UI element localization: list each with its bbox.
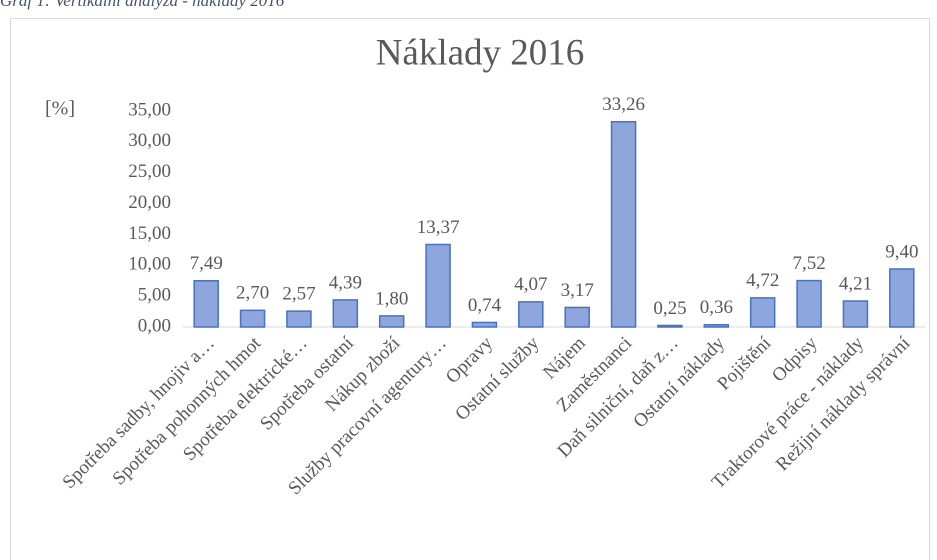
data-label: 4,72 xyxy=(746,270,779,291)
bar xyxy=(889,268,915,328)
y-tick-label: 30,00 xyxy=(128,130,171,151)
y-tick-label: 20,00 xyxy=(128,192,171,213)
data-label: 0,36 xyxy=(700,297,733,318)
y-tick-label: 25,00 xyxy=(128,161,171,182)
bar xyxy=(332,299,359,328)
bar xyxy=(286,310,312,328)
bar xyxy=(239,309,266,328)
data-label: 4,39 xyxy=(329,272,362,293)
data-label: 9,40 xyxy=(885,241,918,262)
y-tick-label: 10,00 xyxy=(128,254,171,275)
caption: Graf 1: Vertikální analýza - náklady 201… xyxy=(0,0,285,10)
bar xyxy=(564,306,590,328)
bar xyxy=(610,120,637,328)
bar xyxy=(842,300,869,328)
data-label: 2,57 xyxy=(282,283,315,304)
bar xyxy=(796,279,822,328)
data-label: 0,25 xyxy=(653,298,686,319)
data-label: 0,74 xyxy=(468,295,502,316)
chart-frame xyxy=(10,18,930,560)
data-label: 1,80 xyxy=(375,288,408,309)
bar xyxy=(703,324,730,328)
data-label: 4,21 xyxy=(839,273,872,294)
bar xyxy=(749,297,776,328)
y-tick-label: 0,00 xyxy=(138,315,171,336)
y-axis-label: [%] xyxy=(45,98,75,120)
chart-title: Náklady 2016 xyxy=(376,32,585,73)
y-tick-label: 15,00 xyxy=(128,223,171,244)
bar xyxy=(425,243,451,328)
bar xyxy=(471,321,498,328)
bar xyxy=(378,315,405,328)
bar xyxy=(193,280,219,328)
bar xyxy=(657,324,683,328)
y-tick-label: 35,00 xyxy=(128,99,171,120)
data-label: 2,70 xyxy=(236,283,269,304)
data-label: 7,52 xyxy=(792,253,825,274)
data-label: 4,07 xyxy=(514,274,547,295)
y-tick-label: 5,00 xyxy=(138,285,171,306)
data-label: 13,37 xyxy=(417,217,460,238)
bar xyxy=(518,301,544,328)
data-label: 3,17 xyxy=(561,280,594,301)
data-label: 33,26 xyxy=(602,94,645,115)
data-label: 7,49 xyxy=(190,253,223,274)
